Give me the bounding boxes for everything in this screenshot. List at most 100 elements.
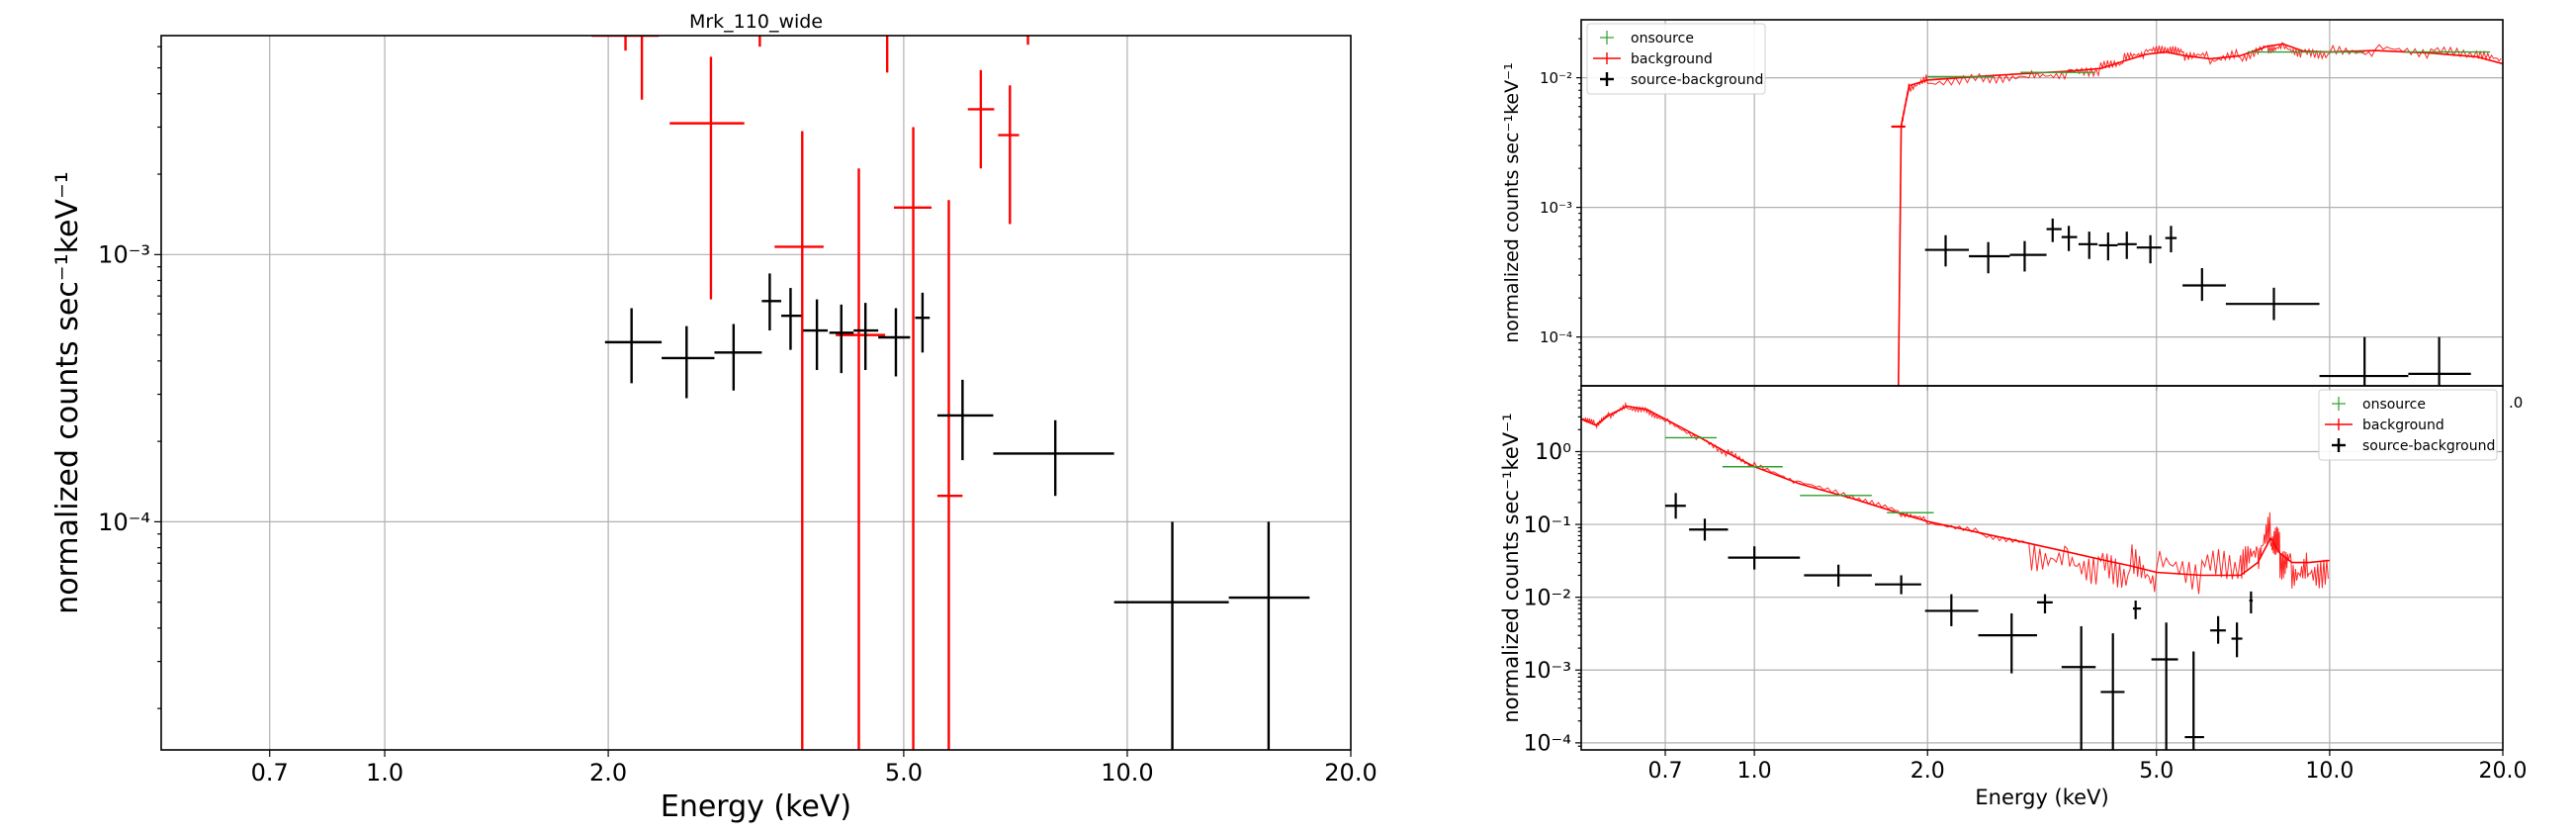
x-tick-label: 1.0 <box>366 759 403 787</box>
data-point <box>893 127 933 750</box>
data-point <box>2098 232 2118 261</box>
x-axis-label: Energy (keV) <box>1975 786 2108 809</box>
y-tick-label: 10⁻² <box>1540 69 1572 87</box>
y-axis-label: normalized counts sec⁻¹keV⁻¹ <box>50 171 85 614</box>
data-point <box>1924 234 1970 267</box>
legend-entry: background <box>2325 418 2444 433</box>
legend-label: background <box>1631 51 1713 67</box>
legend-entry: source-background <box>1600 72 1763 88</box>
data-point <box>998 85 1020 225</box>
x-tick-label: 5.0 <box>885 759 923 787</box>
data-point <box>2210 615 2226 644</box>
series-2 <box>1924 218 2471 386</box>
data-point <box>2165 226 2177 253</box>
chart-title: Mrk_110_wide <box>689 11 823 33</box>
x-tick-label: 10.0 <box>1101 759 1153 787</box>
data-point <box>2009 240 2047 272</box>
data-point <box>1924 594 1979 626</box>
y-tick-label: 10⁻³ <box>1524 659 1571 684</box>
series-0 <box>591 36 1029 750</box>
data-point <box>829 304 854 374</box>
data-point <box>2061 226 2078 251</box>
panel-main: 0.7 1.0 2.0 5.0 10.0 20.0 10⁻⁴ 10⁻³ Mrk_110_wide… <box>50 11 1377 824</box>
data-point <box>1969 241 2010 274</box>
data-point <box>2061 625 2096 750</box>
data-point <box>1875 575 1921 595</box>
x-tick-label: 0.7 <box>251 759 289 787</box>
x-tick-label: 0.7 <box>1648 759 1683 784</box>
data-point <box>2136 234 2162 264</box>
y-tick-label: 10⁻³ <box>98 241 150 269</box>
data-point <box>1804 564 1872 587</box>
data-point <box>2182 268 2226 302</box>
data-point <box>2132 601 2142 619</box>
plot-area <box>591 36 1310 750</box>
legend: onsource background source-background <box>1586 23 1766 95</box>
legend-entry: background <box>1593 51 1713 67</box>
axes-frame <box>1580 385 2504 751</box>
legend-label: source-background <box>2362 438 2495 454</box>
data-point <box>836 168 886 750</box>
data-point <box>662 325 715 399</box>
series-1 <box>1665 493 2254 750</box>
data-point <box>803 299 829 370</box>
legend-entry: onsource <box>1600 31 1694 46</box>
x-axis-label: Energy (keV) <box>661 789 851 824</box>
y-tick-label: 10⁻² <box>1524 586 1571 610</box>
data-point <box>2231 622 2243 658</box>
x-tick-label: 20.0 <box>1324 759 1377 787</box>
legend: onsource background source-background <box>2318 389 2498 461</box>
y-tick-label: 10⁻¹ <box>1524 513 1571 538</box>
data-point <box>1228 521 1310 750</box>
background-spectrum-noise <box>1898 42 2502 386</box>
x-tick-label: 1.0 <box>1737 759 1772 784</box>
series-1 <box>604 273 1310 750</box>
plot-area <box>1891 42 2503 386</box>
y-tick-label: 10⁻⁴ <box>1540 328 1572 346</box>
panel-bottom_right: 0.7 1.0 2.0 5.0 10.0 20.0 10⁻⁴ 10⁻³ 10⁻² 10⁻¹ 10⁰ E… <box>1499 385 2528 809</box>
data-point <box>1665 493 1686 519</box>
data-point <box>1113 521 1229 750</box>
background-spectrum-noise <box>1581 401 2329 595</box>
data-point <box>878 308 911 377</box>
plot-area <box>1581 401 2330 750</box>
x-tick-label: 5.0 <box>2139 759 2174 784</box>
data-point <box>2036 594 2053 613</box>
data-point <box>669 56 745 300</box>
data-point <box>2249 591 2254 613</box>
data-point <box>2078 232 2098 259</box>
data-point <box>967 69 995 169</box>
background-spectrum-line <box>1581 405 2330 577</box>
panel-top_right: 10⁻⁴ 10⁻³ 10⁻² normalized counts sec⁻¹keV⁻¹… <box>1501 19 2504 391</box>
data-point <box>1689 518 1729 541</box>
data-point <box>774 131 824 750</box>
data-point <box>1978 612 2037 674</box>
data-point <box>936 200 963 750</box>
y-tick-label: 10⁻³ <box>1540 199 1572 217</box>
legend-label: source-background <box>1631 72 1763 88</box>
legend-box <box>2318 389 2498 461</box>
data-point <box>2184 651 2204 750</box>
y-tick-label: 10⁻⁴ <box>98 509 150 536</box>
data-point <box>714 324 762 391</box>
data-point <box>2117 232 2137 259</box>
data-point <box>993 419 1114 497</box>
y-tick-label: 10⁰ <box>1535 440 1571 465</box>
data-point <box>936 379 994 461</box>
y-tick-label: 10⁻⁴ <box>1524 732 1572 757</box>
legend-entry: onsource <box>2332 397 2426 413</box>
data-point <box>915 292 931 353</box>
data-point <box>2319 336 2409 386</box>
data-point <box>2151 622 2178 750</box>
legend-label: onsource <box>2362 397 2426 413</box>
background-spectrum-line <box>1898 43 2503 386</box>
y-axis-label: normalized counts sec⁻¹keV⁻¹ <box>1499 413 1523 722</box>
series-0 <box>1927 50 2491 78</box>
x-tick-label: 10.0 <box>2305 759 2354 784</box>
x-tick-label: 20.0 <box>2479 759 2528 784</box>
x-tick-label: 2.0 <box>589 759 627 787</box>
data-point <box>2100 633 2125 750</box>
data-point <box>2046 218 2062 242</box>
data-point <box>604 308 663 384</box>
